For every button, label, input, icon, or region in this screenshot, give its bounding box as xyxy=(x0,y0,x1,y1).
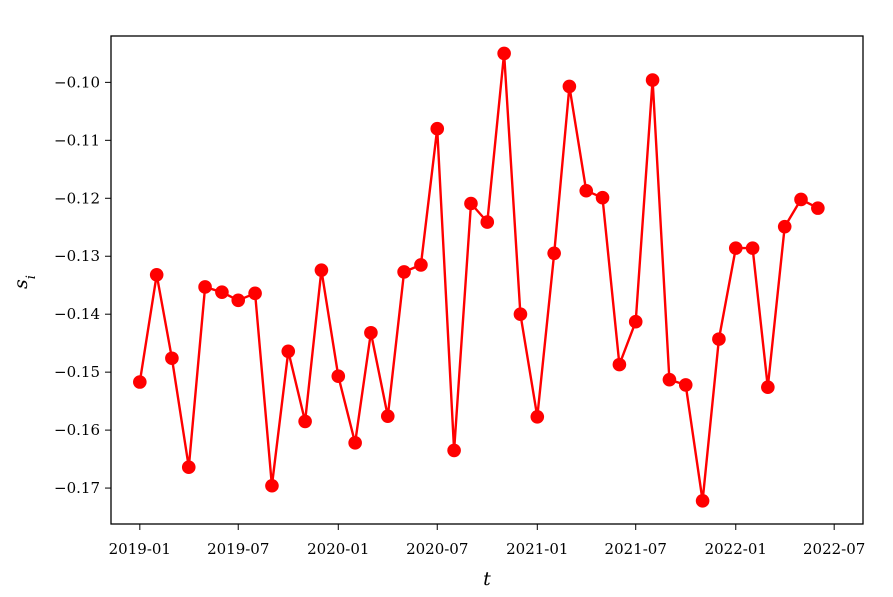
y-axis-label: si xyxy=(10,275,39,289)
x-tick-label: 2021-07 xyxy=(605,540,667,558)
data-point xyxy=(348,436,362,450)
data-point xyxy=(265,478,279,493)
data-point xyxy=(794,192,808,207)
data-point xyxy=(579,183,594,198)
data-point xyxy=(133,375,147,389)
data-point xyxy=(231,293,246,308)
data-point xyxy=(530,409,545,424)
data-point xyxy=(149,267,164,282)
data-point xyxy=(464,196,478,211)
data-point xyxy=(248,286,262,301)
data-point xyxy=(181,460,196,475)
data-point xyxy=(165,351,179,366)
y-tick-label: −0.10 xyxy=(54,73,100,91)
series-layer xyxy=(133,46,825,508)
data-point xyxy=(480,215,495,229)
data-point xyxy=(364,325,378,340)
data-point xyxy=(513,307,528,321)
data-point xyxy=(198,280,212,294)
x-tick-label: 2019-01 xyxy=(109,540,171,558)
data-point xyxy=(215,285,229,299)
data-point xyxy=(761,380,775,395)
y-tick-label: −0.12 xyxy=(54,189,100,207)
data-point xyxy=(414,258,428,272)
data-point xyxy=(281,344,296,359)
data-point xyxy=(397,265,411,279)
y-axis-label-subscript: i xyxy=(24,275,39,279)
data-point xyxy=(745,241,760,255)
x-tick-label: 2021-01 xyxy=(506,540,568,558)
y-tick-label: −0.16 xyxy=(54,421,100,439)
x-axis-label: t xyxy=(483,568,491,590)
x-tick-label: 2022-01 xyxy=(705,540,767,558)
data-point xyxy=(547,246,561,261)
data-point xyxy=(678,378,693,392)
x-axis: 2019-01 2019-07 2020-01 2020-07 2021-01 2021-… xyxy=(109,524,865,558)
x-tick-label: 2022-07 xyxy=(803,540,865,558)
data-point xyxy=(595,190,610,205)
data-point xyxy=(695,494,710,508)
data-point xyxy=(298,414,312,429)
y-tick-label: −0.11 xyxy=(54,131,100,149)
y-tick-label: −0.13 xyxy=(54,247,100,265)
y-axis: −0.10 −0.11 −0.12 −0.13 −0.14 −0.15 −0.16 −0.17 xyxy=(54,73,111,497)
x-tick-label: 2020-07 xyxy=(406,540,468,558)
data-point xyxy=(777,219,792,234)
data-point xyxy=(497,46,511,61)
data-point xyxy=(430,121,445,136)
data-point xyxy=(811,201,825,215)
data-point xyxy=(331,369,346,384)
y-tick-label: −0.17 xyxy=(54,479,100,497)
data-point xyxy=(628,314,643,329)
data-point xyxy=(728,241,743,255)
data-point xyxy=(712,332,726,346)
y-axis-label-main: s xyxy=(10,279,32,289)
x-tick-label: 2020-01 xyxy=(307,540,369,558)
y-tick-label: −0.14 xyxy=(54,305,100,323)
data-point xyxy=(314,263,329,277)
data-point xyxy=(562,79,577,94)
plot-area xyxy=(110,35,864,525)
y-tick-label: −0.15 xyxy=(54,363,100,381)
data-point xyxy=(380,409,395,423)
data-point xyxy=(447,443,461,458)
data-point xyxy=(662,372,677,387)
data-point xyxy=(645,73,660,87)
data-point xyxy=(612,357,627,372)
x-tick-label: 2019-07 xyxy=(207,540,269,558)
